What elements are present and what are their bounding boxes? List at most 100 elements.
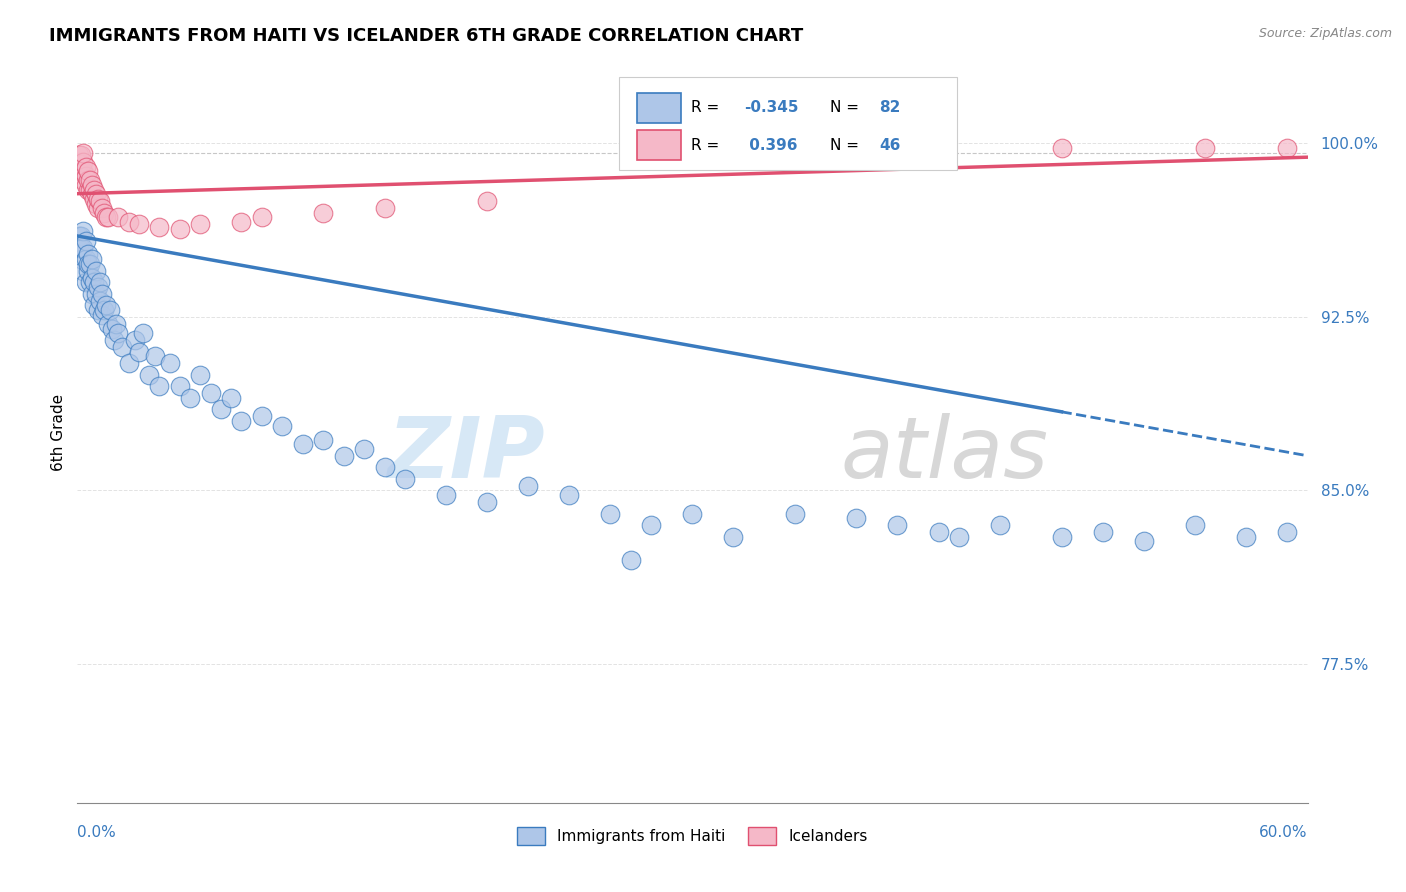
Point	[124, 333, 146, 347]
Point	[80, 252, 103, 266]
Point	[97, 211, 120, 225]
Point	[209, 402, 232, 417]
Point	[87, 303, 110, 318]
Text: R =: R =	[692, 100, 724, 115]
Text: 0.0%: 0.0%	[77, 825, 117, 840]
Point	[723, 530, 745, 544]
Point	[83, 275, 105, 289]
Point	[98, 303, 121, 318]
Point	[107, 326, 129, 340]
Point	[200, 386, 222, 401]
Point	[169, 379, 191, 393]
Point	[72, 263, 94, 277]
Point	[67, 229, 90, 244]
Point	[76, 183, 98, 197]
Point	[148, 219, 170, 234]
Point	[75, 178, 97, 192]
Point	[67, 155, 90, 169]
Point	[477, 495, 499, 509]
Point	[75, 234, 97, 248]
Point	[80, 286, 103, 301]
Point	[148, 379, 170, 393]
Point	[117, 215, 139, 229]
Point	[374, 201, 396, 215]
Point	[76, 257, 98, 271]
Point	[1194, 141, 1216, 155]
Point	[84, 196, 107, 211]
Point	[188, 218, 212, 232]
Point	[72, 164, 94, 178]
Point	[79, 275, 101, 289]
Point	[72, 240, 94, 254]
Y-axis label: 6th Grade: 6th Grade	[51, 394, 66, 471]
Point	[89, 194, 111, 209]
Point	[1234, 530, 1257, 544]
Point	[93, 206, 115, 220]
Text: 82: 82	[880, 100, 901, 115]
Point	[169, 222, 191, 236]
FancyBboxPatch shape	[637, 130, 682, 160]
Point	[219, 391, 242, 405]
FancyBboxPatch shape	[637, 93, 682, 122]
Point	[1050, 141, 1073, 155]
Point	[1275, 141, 1298, 155]
Point	[231, 215, 253, 229]
Text: ZIP: ZIP	[387, 413, 546, 496]
Point	[94, 211, 117, 225]
Point	[80, 178, 103, 192]
Point	[845, 511, 868, 525]
Point	[517, 479, 540, 493]
Point	[374, 460, 396, 475]
Point	[640, 518, 662, 533]
Point	[70, 240, 93, 254]
Point	[79, 173, 101, 187]
Point	[477, 194, 499, 209]
Point	[886, 518, 908, 533]
Point	[988, 518, 1011, 533]
Point	[179, 391, 201, 405]
Point	[72, 145, 94, 160]
Point	[107, 211, 129, 225]
Point	[90, 308, 114, 322]
Point	[75, 275, 97, 289]
Point	[84, 263, 107, 277]
Text: -0.345: -0.345	[744, 100, 799, 115]
Point	[250, 409, 273, 424]
Point	[76, 173, 98, 187]
Point	[333, 449, 356, 463]
Text: 46: 46	[880, 137, 901, 153]
Text: Source: ZipAtlas.com: Source: ZipAtlas.com	[1258, 27, 1392, 40]
Point	[90, 286, 114, 301]
Point	[128, 344, 150, 359]
Point	[83, 298, 105, 312]
Point	[79, 257, 101, 271]
Point	[87, 192, 110, 206]
Point	[94, 298, 117, 312]
FancyBboxPatch shape	[619, 78, 957, 169]
Point	[89, 293, 111, 308]
Point	[620, 553, 643, 567]
Point	[84, 286, 107, 301]
Point	[76, 247, 98, 261]
Point	[159, 356, 181, 370]
Point	[70, 157, 93, 171]
Point	[89, 275, 111, 289]
Point	[128, 218, 150, 232]
Point	[558, 488, 581, 502]
Point	[97, 317, 120, 331]
Point	[93, 303, 115, 318]
Point	[1275, 525, 1298, 540]
Point	[783, 507, 806, 521]
Text: atlas: atlas	[841, 413, 1047, 496]
Legend: Immigrants from Haiti, Icelanders: Immigrants from Haiti, Icelanders	[512, 821, 873, 851]
Point	[599, 507, 621, 521]
Point	[75, 160, 97, 174]
Point	[70, 164, 93, 178]
Point	[72, 173, 94, 187]
Point	[80, 187, 103, 202]
Point	[83, 183, 105, 197]
Point	[682, 507, 704, 521]
Point	[1132, 534, 1154, 549]
Point	[271, 418, 294, 433]
Point	[75, 169, 97, 183]
